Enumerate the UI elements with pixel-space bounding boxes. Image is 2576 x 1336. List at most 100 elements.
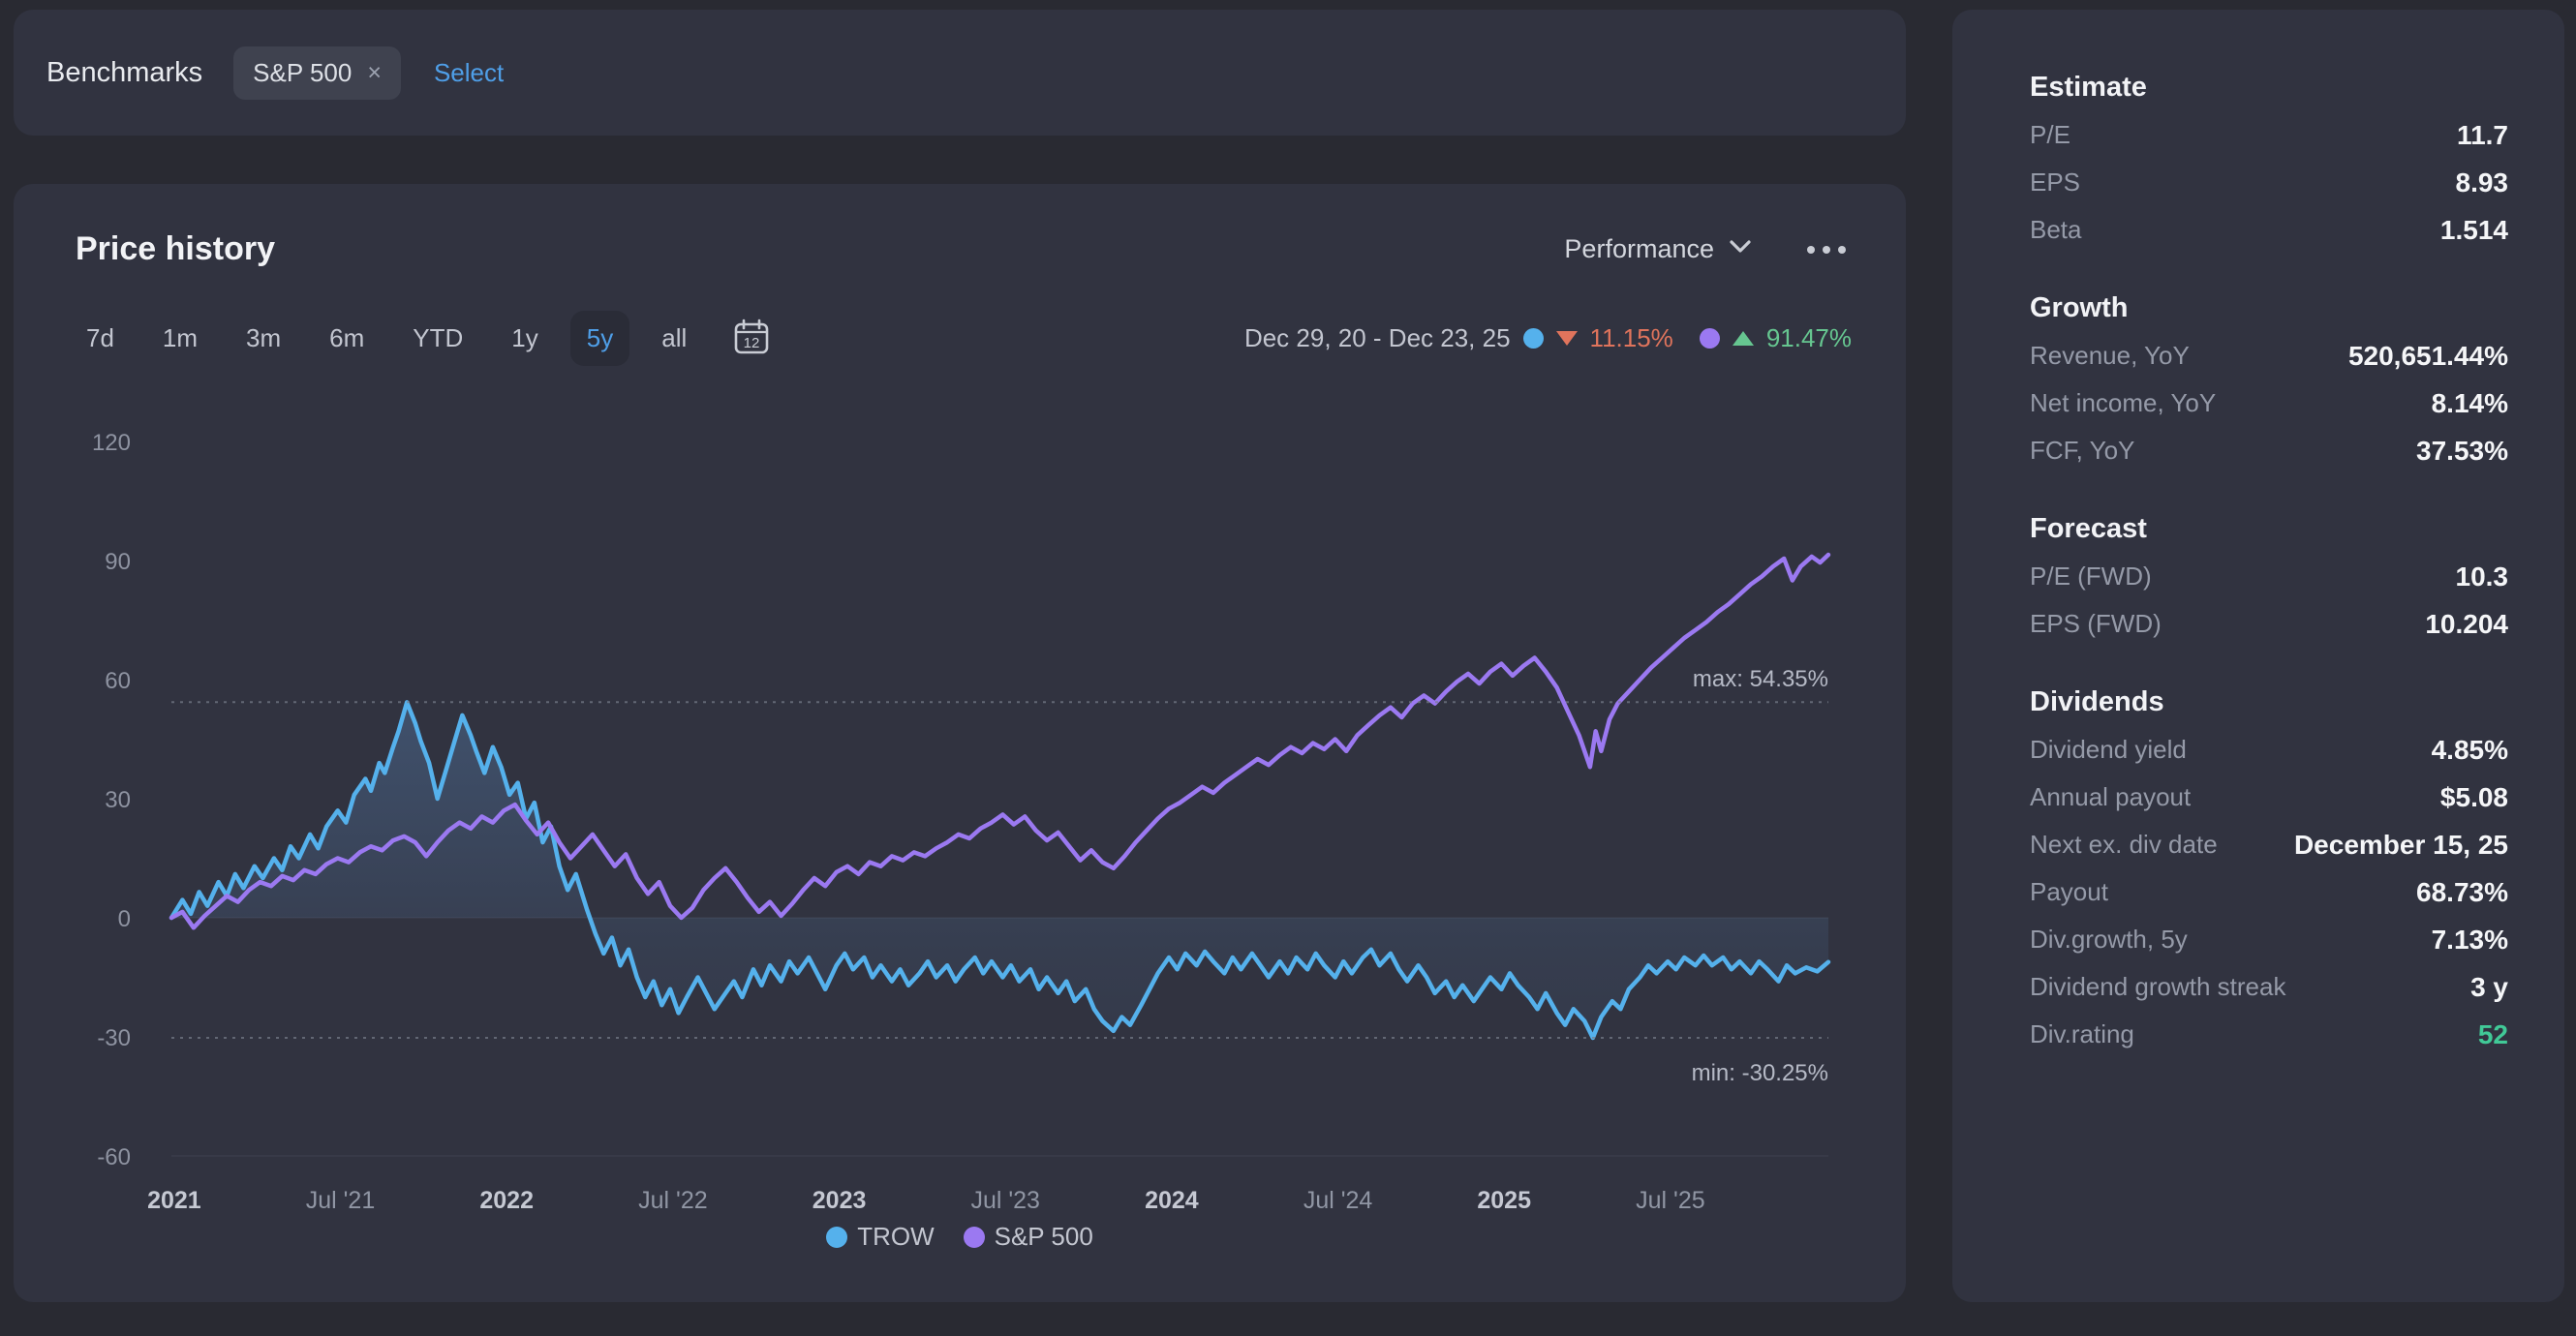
- stat-label: Div.growth, 5y: [2030, 925, 2188, 954]
- stat-row-pe-fwd: P/E (FWD) 10.3: [2030, 553, 2508, 600]
- legend-item-trow[interactable]: TROW: [826, 1222, 935, 1252]
- section-title: Growth: [2030, 292, 2129, 323]
- stat-label: Net income, YoY: [2030, 388, 2217, 417]
- series-dot-sp500: [1699, 328, 1720, 349]
- section-title: Estimate: [2030, 72, 2147, 103]
- stat-label: FCF, YoY: [2030, 436, 2135, 465]
- y-tick-label: -30: [97, 1025, 131, 1051]
- series-line-trow: [169, 700, 1831, 1041]
- stat-row-next-ex-div: Next ex. div date December 15, 25: [2030, 821, 2508, 868]
- x-tick-label: Jul '24: [1303, 1187, 1373, 1214]
- chevron-down-icon: [1730, 240, 1751, 258]
- benchmarks-label: Benchmarks: [46, 56, 203, 88]
- performance-dropdown[interactable]: Performance: [1564, 234, 1751, 264]
- stats-panel: Estimate P/E 11.7 EPS 8.93 Beta 1.514 Gr…: [1952, 10, 2564, 1302]
- range-all[interactable]: all: [645, 311, 703, 366]
- stat-row-beta: Beta 1.514: [2030, 206, 2508, 254]
- performance-dropdown-label: Performance: [1564, 234, 1714, 263]
- series-dot-trow: [1522, 328, 1544, 349]
- benchmark-chip-label: S&P 500: [253, 57, 353, 87]
- stat-row-eps-fwd: EPS (FWD) 10.204: [2030, 600, 2508, 648]
- stat-value: 10.3: [2455, 561, 2509, 592]
- section-dividends: Dividends Dividend yield 4.85% Annual pa…: [2030, 686, 2508, 1058]
- stat-value: 8.14%: [2431, 387, 2508, 418]
- x-tick-label: 2025: [1477, 1187, 1531, 1214]
- stat-row-revenue-yoy: Revenue, YoY 520,651.44%: [2030, 332, 2508, 380]
- calendar-icon[interactable]: 12: [728, 314, 775, 363]
- x-tick-label: Jul '21: [306, 1187, 375, 1214]
- select-benchmark-link[interactable]: Select: [433, 57, 505, 87]
- section-forecast: Forecast P/E (FWD) 10.3 EPS (FWD) 10.204: [2030, 513, 2508, 648]
- x-tick-label: Jul '23: [970, 1187, 1039, 1214]
- stat-row-eps: EPS 8.93: [2030, 159, 2508, 206]
- stat-row-div-growth-streak: Dividend growth streak 3 y: [2030, 963, 2508, 1011]
- more-menu-icon[interactable]: [1801, 240, 1852, 259]
- y-tick-label: 120: [92, 430, 131, 456]
- section-estimate: Estimate P/E 11.7 EPS 8.93 Beta 1.514: [2030, 72, 2508, 254]
- stat-value: 8.93: [2455, 167, 2509, 197]
- stat-value: 11.7: [2457, 119, 2508, 150]
- area-fill-trow: [171, 702, 1828, 1038]
- sp500-change-value: 91.47%: [1765, 323, 1852, 352]
- stat-value: December 15, 25: [2293, 829, 2508, 860]
- stat-label: Payout: [2030, 877, 2108, 906]
- stat-row-annual-payout: Annual payout $5.08: [2030, 774, 2508, 821]
- benchmark-chip: S&P 500 ×: [233, 46, 401, 100]
- y-tick-label: -60: [97, 1144, 131, 1170]
- stat-label: EPS (FWD): [2030, 609, 2162, 638]
- legend-label: TROW: [857, 1222, 935, 1251]
- range-1y[interactable]: 1y: [495, 311, 554, 366]
- section-title: Forecast: [2030, 513, 2147, 544]
- stat-row-fcf-yoy: FCF, YoY 37.53%: [2030, 427, 2508, 474]
- stat-label: Dividend growth streak: [2030, 972, 2286, 1001]
- stat-value: 52: [2477, 1018, 2508, 1049]
- x-tick-label: Jul '22: [638, 1187, 707, 1214]
- stat-label: P/E: [2030, 120, 2070, 149]
- legend-dot: [826, 1226, 848, 1248]
- section-title: Dividends: [2030, 686, 2164, 717]
- x-tick-label: 2023: [813, 1187, 867, 1214]
- benchmarks-bar: Benchmarks S&P 500 × Select: [14, 10, 1906, 136]
- legend-item-sp500[interactable]: S&P 500: [963, 1222, 1093, 1252]
- chart-controls: 7d 1m 3m 6m YTD 1y 5y all 12 Dec 29, 20 …: [14, 268, 1906, 366]
- remove-benchmark-icon[interactable]: ×: [367, 58, 382, 86]
- legend-label: S&P 500: [994, 1222, 1093, 1251]
- trow-change-value: 11.15%: [1589, 323, 1673, 352]
- stat-row-payout: Payout 68.73%: [2030, 868, 2508, 916]
- stat-row-pe: P/E 11.7: [2030, 111, 2508, 159]
- stat-value: 7.13%: [2431, 924, 2508, 955]
- range-ytd[interactable]: YTD: [396, 311, 479, 366]
- max-annotation: max: 54.35%: [1693, 666, 1828, 692]
- range-1m[interactable]: 1m: [146, 311, 214, 366]
- stat-row-div-rating: Div.rating 52: [2030, 1011, 2508, 1058]
- price-history-chart[interactable]: 120 90 60 30 0 -30 -60 2021 Jul '21 2022 Jul '22 20…: [14, 407, 1906, 1220]
- legend-dot: [963, 1226, 985, 1248]
- price-history-header: Price history Performance: [14, 184, 1906, 268]
- range-7d[interactable]: 7d: [70, 311, 131, 366]
- period-indicator: Dec 29, 20 - Dec 23, 25 11.15% 91.47%: [1244, 323, 1852, 353]
- range-3m[interactable]: 3m: [230, 311, 297, 366]
- stat-value: $5.08: [2439, 781, 2508, 812]
- arrow-up-icon: [1732, 331, 1754, 346]
- stat-row-netincome-yoy: Net income, YoY 8.14%: [2030, 380, 2508, 427]
- chart-legend: TROW S&P 500: [14, 1222, 1906, 1252]
- price-history-card: Price history Performance 7d 1m 3m 6m YT…: [14, 184, 1906, 1302]
- page-title: Price history: [76, 230, 275, 267]
- section-growth: Growth Revenue, YoY 520,651.44% Net inco…: [2030, 292, 2508, 474]
- stat-value: 3 y: [2470, 971, 2508, 1002]
- stat-label: Dividend yield: [2030, 735, 2187, 764]
- stat-row-div-yield: Dividend yield 4.85%: [2030, 726, 2508, 774]
- range-5y[interactable]: 5y: [569, 311, 630, 366]
- stat-label: EPS: [2030, 167, 2081, 197]
- stat-value: 1.514: [2439, 214, 2508, 245]
- calendar-day-label: 12: [744, 335, 760, 351]
- x-tick-label: 2021: [147, 1187, 201, 1214]
- y-tick-label: 30: [105, 787, 131, 813]
- stat-value: 4.85%: [2431, 734, 2508, 765]
- arrow-down-icon: [1555, 331, 1578, 346]
- y-tick-label: 60: [105, 668, 131, 694]
- stat-label: Beta: [2030, 215, 2082, 244]
- y-tick-label: 0: [118, 906, 131, 932]
- range-6m[interactable]: 6m: [313, 311, 381, 366]
- x-tick-label: 2022: [479, 1187, 534, 1214]
